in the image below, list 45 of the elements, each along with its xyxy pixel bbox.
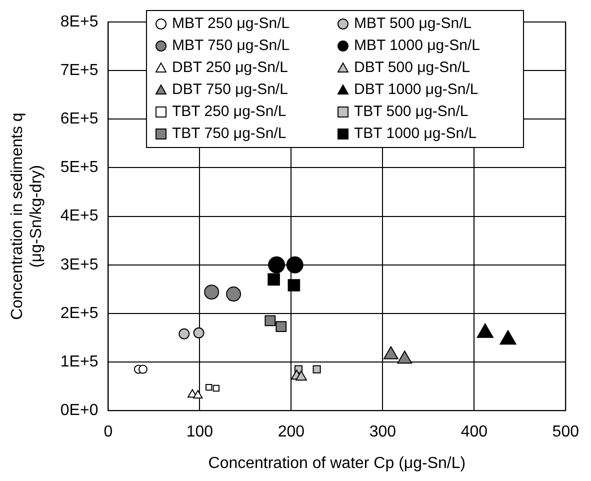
x-tick-label: 400 [460,424,488,441]
point [212,384,220,392]
point [264,315,276,326]
point [286,256,304,274]
legend-label: DBT 1000 μg-Sn/L [354,81,478,98]
legend-label: TBT 250 μg-Sn/L [172,103,286,120]
legend-label: TBT 750 μg-Sn/L [172,125,286,142]
y-tick-label: 4E+5 [60,208,98,225]
legend-label: DBT 500 μg-Sn/L [354,59,470,76]
x-tick-label: 0 [104,424,113,441]
legend-label: MBT 500 μg-Sn/L [354,15,472,32]
y-tick-label: 5E+5 [60,159,98,176]
point [206,384,212,391]
legend-label: DBT 750 μg-Sn/L [172,81,288,98]
y-tick-label: 3E+5 [60,256,98,274]
point [178,328,190,340]
legend-label: TBT 500 μg-Sn/L [354,103,468,120]
y-tick-label: 1E+5 [60,353,98,370]
point [138,364,148,374]
y-tick-label: 7E+5 [60,62,98,79]
y-tick-label: 2E+5 [60,304,98,322]
legend-label: MBT 250 μg-Sn/L [172,15,290,32]
point [193,327,204,338]
legend-label: MBT 1000 μg-Sn/L [354,37,480,54]
x-tick-label: 500 [552,424,580,441]
x-tick-label: 100 [186,424,214,441]
point [204,284,220,300]
legend-label: MBT 750 μg-Sn/L [172,37,290,54]
y-tick-label: 8E+5 [60,13,98,30]
point [193,390,203,399]
x-axis-title: Concentration of water Cp (μg-Sn/L) [208,454,466,472]
legend-label: DBT 250 μg-Sn/L [172,59,288,76]
point [268,273,280,286]
point [226,286,242,302]
legend-label: TBT 1000 μg-Sn/L [354,125,477,142]
x-tick-label: 300 [369,424,396,441]
point [276,321,287,332]
point [312,365,321,374]
point [296,370,307,381]
point [288,279,300,292]
x-tick-label: 200 [278,424,305,441]
y-tick-label: 6E+5 [60,110,98,128]
point [268,256,286,274]
y-axis-title: Concentration in sediments q (μg-Sn/kg-dry) [9,112,46,320]
y-tick-label: 0E+0 [60,402,98,420]
